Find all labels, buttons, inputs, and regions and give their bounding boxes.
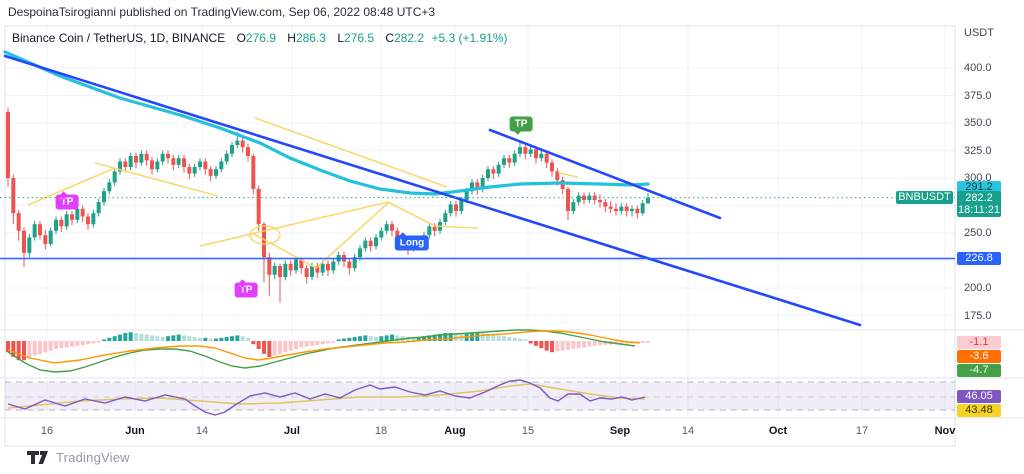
footer-branding[interactable]: TradingView [26, 450, 130, 465]
tp-badge-3[interactable]: TP [509, 116, 533, 135]
stoch-pane [5, 379, 955, 416]
ohlc-low-value: 276.5 [344, 31, 375, 45]
price-tick-label: 250.0 [964, 227, 992, 239]
price-tick-label: 400.0 [964, 62, 992, 74]
symbol-title: Binance Coin / TetherUS, 1D, BINANCE [12, 31, 226, 45]
ohlc-open-label: O [236, 31, 246, 45]
time-tick-label: 18 [374, 425, 388, 437]
publish-watermark: DespoinaTsirogianni published on Trading… [8, 5, 436, 19]
time-tick-label: Oct [768, 425, 788, 437]
blue-trendlines [3, 54, 862, 327]
time-tick-label: 14 [195, 425, 209, 437]
last-price-value: 282.2 [965, 192, 993, 204]
price-tick-label: 200.0 [964, 282, 992, 294]
time-tick-label: 14 [681, 425, 695, 437]
stoch-k-value-label: 46.05 [957, 390, 1001, 403]
symbol-legend[interactable]: Binance Coin / TetherUS, 1D, BINANCE O27… [12, 31, 508, 45]
change-value: +5.3 (+1.91%) [431, 31, 508, 45]
ohlc-open-value: 276.9 [245, 31, 276, 45]
price-tick-label: 325.0 [964, 144, 992, 157]
stoch-d-value-label: 43.48 [957, 404, 1001, 417]
macd-signal-value-label: -3.6 [957, 350, 1001, 363]
time-tick-label: 15 [521, 425, 535, 437]
time-tick-label: Sep [609, 425, 631, 437]
ohlc-high-label: H [287, 31, 296, 45]
long-badge[interactable]: Long [394, 232, 430, 251]
symbol-price-flag: BNBUSDT [896, 191, 953, 204]
ohlc-close-value: 282.2 [394, 31, 425, 45]
grid [5, 26, 955, 418]
tp-badge-2[interactable]: TP [234, 279, 258, 298]
cyan-moving-average [3, 50, 650, 196]
price-tick-label: 375.0 [964, 89, 992, 102]
candlesticks [6, 107, 650, 303]
macd-lines [7, 329, 641, 373]
yellow-annotations [27, 117, 579, 269]
price-tick-label: 175.0 [964, 309, 992, 322]
tp-badge-1[interactable]: TP [55, 191, 79, 210]
tradingview-logo-text: TradingView [56, 450, 130, 465]
ohlc-high-value: 286.3 [295, 31, 326, 45]
ohlc-low-label: L [337, 31, 345, 45]
time-tick-label: Aug [444, 425, 466, 437]
time-tick-label: Jul [284, 425, 300, 437]
ma-value-label: 291.2 [957, 181, 1001, 194]
time-tick-label: Nov [934, 425, 956, 437]
tradingview-logo-icon [27, 451, 48, 464]
level-price-label: 226.8 [957, 252, 1001, 265]
ohlc-close-label: C [385, 31, 395, 45]
axis-currency-label: USDT [964, 27, 994, 39]
time-tick-label: Jun [125, 425, 145, 437]
last-price-label: 282.2 18:11:21 [957, 191, 1001, 217]
macd-main-value-label: -4.7 [957, 364, 1001, 377]
bar-countdown: 18:11:21 [957, 204, 1000, 216]
time-tick-label: 16 [40, 425, 54, 437]
pane-frame [0, 25, 1024, 447]
time-tick-label: 17 [855, 425, 869, 437]
macd-hist-value-label: -1.1 [957, 336, 1001, 349]
price-tick-label: 350.0 [964, 117, 992, 129]
